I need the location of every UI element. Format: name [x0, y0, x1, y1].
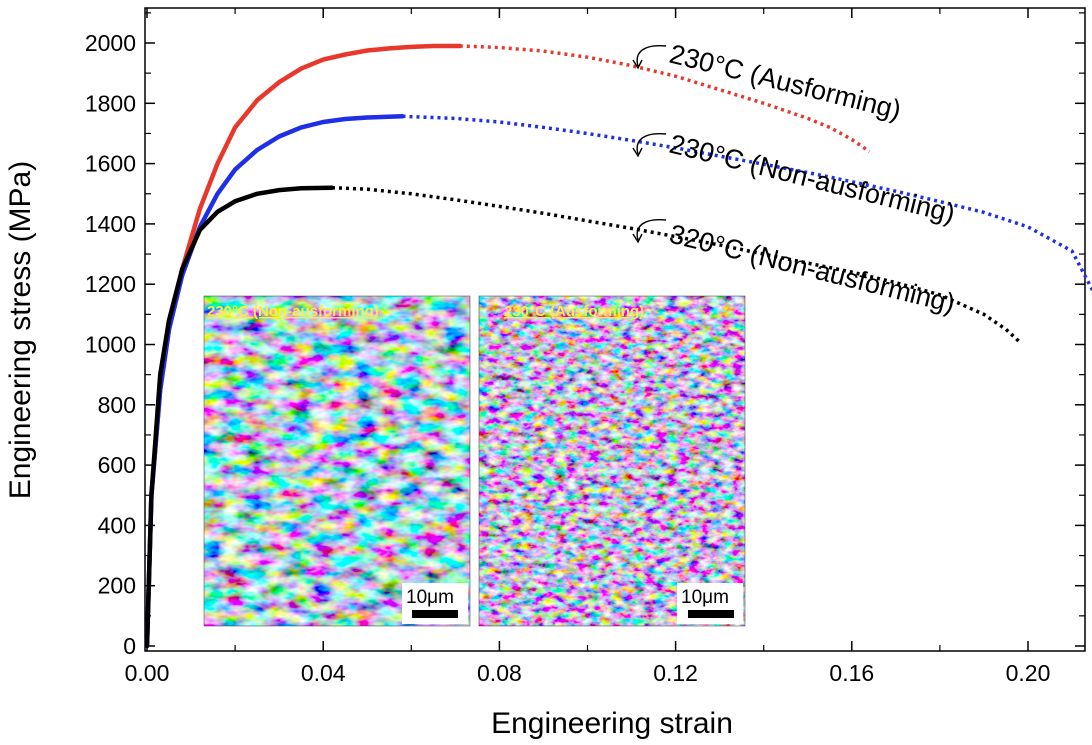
y-tick-label: 1800: [85, 90, 136, 116]
y-tick-label: 1000: [85, 332, 136, 358]
inset-non-ausforming: 230°C (Non-ausforming) 10μm: [203, 295, 471, 627]
x-tick-label: 0.04: [301, 660, 346, 686]
y-tick-label: 600: [98, 452, 136, 478]
x-tick-label: 0.12: [653, 660, 698, 686]
x-tick-label: 0.08: [477, 660, 522, 686]
x-tick-label: 0.00: [125, 660, 170, 686]
plot-frame: [144, 7, 1086, 652]
inset-micrographs: 230°C (Non-ausforming) 10μm 230°C (Ausfo…: [203, 295, 746, 627]
series-ausforming-230-dotted: [459, 44, 871, 153]
y-tick-label: 800: [98, 392, 136, 418]
annotation-non-ausforming-230: 230°C (Non-ausforming): [667, 129, 958, 229]
y-tick-label: 400: [98, 512, 136, 538]
y-tick-label: 1400: [85, 211, 136, 237]
x-tick-label: 0.20: [1006, 660, 1051, 686]
inset-label-ausforming: 230°C (Ausforming): [504, 303, 644, 320]
y-tick-label: 0: [123, 633, 136, 659]
inset-label-non-ausforming: 230°C (Non-ausforming): [207, 303, 379, 320]
annotation-arrow: [632, 219, 667, 244]
series-non-ausforming-320-solid: [144, 185, 335, 649]
x-axis-title: Engineering strain: [491, 707, 733, 740]
scale-bar-1: [412, 610, 458, 618]
y-tick-label: 200: [98, 573, 136, 599]
series-non-ausforming-230-dotted: [402, 114, 1092, 293]
y-tick-label: 1200: [85, 271, 136, 297]
annotation-layer: 230°C (Ausforming)230°C (Non-ausforming)…: [632, 39, 958, 319]
axis-tick-labels: 0.00 0.04 0.08 0.12 0.16 0.20 0 200 400 600 800 100…: [85, 30, 1051, 686]
y-axis-title: Engineering stress (MPa): [4, 161, 37, 499]
x-tick-label: 0.16: [829, 660, 874, 686]
inset-ausforming: 230°C (Ausforming) 10μm: [478, 295, 746, 627]
y-tick-label: 1600: [85, 151, 136, 177]
y-tick-label: 2000: [85, 30, 136, 56]
annotation-ausforming-230: 230°C (Ausforming): [667, 39, 905, 126]
annotation-arrow: [632, 45, 667, 70]
scale-bar-label-2: 10μm: [681, 587, 729, 608]
series-layer: [144, 43, 1092, 649]
annotation-arrow: [632, 133, 667, 158]
scale-bar-2: [688, 610, 734, 618]
scale-bar-label-1: 10μm: [406, 587, 454, 608]
